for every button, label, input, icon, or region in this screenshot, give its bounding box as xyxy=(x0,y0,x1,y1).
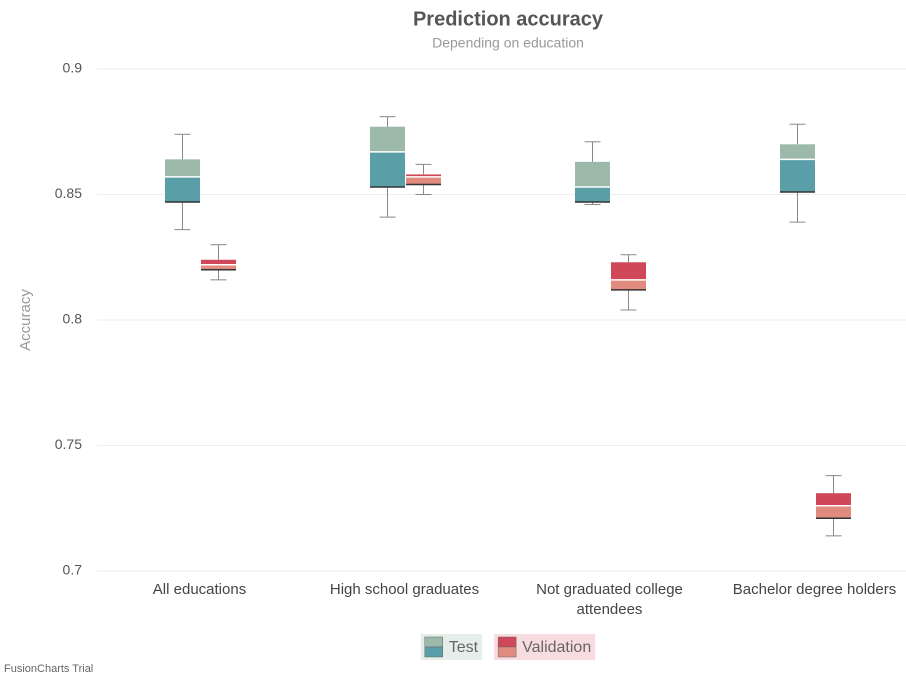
legend-swatch-lower xyxy=(497,646,517,658)
legend-swatch-upper xyxy=(497,636,517,648)
x-tick-label: All educations xyxy=(152,581,247,598)
y-axis-label: Accuracy xyxy=(17,289,34,351)
chart-subtitle: Depending on education xyxy=(432,35,584,51)
y-tick-label: 0.7 xyxy=(63,562,83,578)
chart-title: Prediction accuracy xyxy=(413,8,604,30)
y-tick-label: 0.8 xyxy=(63,311,83,327)
legend-swatch-lower xyxy=(424,646,444,658)
box-lower xyxy=(201,264,236,270)
y-tick-label: 0.9 xyxy=(63,60,83,76)
legend-item[interactable]: Test xyxy=(420,634,483,660)
legend-swatch-upper xyxy=(424,636,444,648)
legend-label: Validation xyxy=(522,639,591,656)
x-tick-label-box: Bachelor degree holders xyxy=(732,581,897,598)
legend-label: Test xyxy=(449,639,479,656)
box-lower xyxy=(816,505,851,519)
box-upper xyxy=(611,262,646,280)
box-lower xyxy=(165,176,200,203)
box-lower xyxy=(575,186,610,203)
box-upper xyxy=(201,259,236,265)
y-tick-label: 0.75 xyxy=(55,436,82,452)
box-lower xyxy=(611,279,646,290)
box-lower xyxy=(780,159,815,192)
footer: FusionCharts Trial xyxy=(4,663,93,675)
y-tick-label: 0.85 xyxy=(55,185,82,201)
x-tick-label-box: High school graduates xyxy=(329,581,480,598)
legend-item[interactable]: Validation xyxy=(494,634,596,660)
box-upper xyxy=(406,174,441,177)
x-tick-label: Bachelor degree holders xyxy=(732,581,897,598)
x-tick-label-box: All educations xyxy=(152,581,247,598)
box-lower xyxy=(370,151,405,187)
x-tick-label: High school graduates xyxy=(329,581,480,598)
x-tick-label: Not graduated college attendees xyxy=(536,581,683,618)
box-upper xyxy=(780,144,815,160)
box-upper xyxy=(370,126,405,152)
x-tick-label-box: Not graduated college attendees xyxy=(536,581,683,618)
box-upper xyxy=(575,161,610,187)
box-lower xyxy=(406,176,441,185)
box-upper xyxy=(816,493,851,506)
box-upper xyxy=(165,159,200,177)
